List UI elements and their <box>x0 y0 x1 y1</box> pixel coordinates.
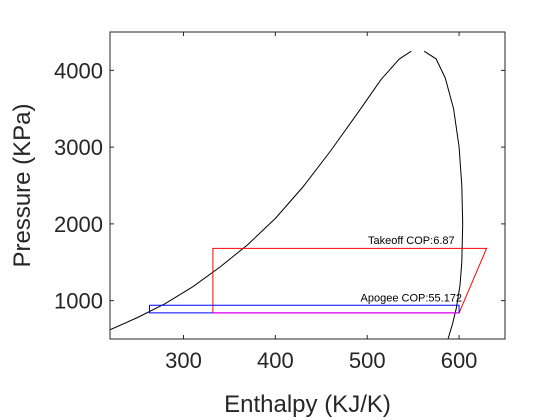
y-tick-label: 4000 <box>54 58 103 83</box>
annotation-0: Takeoff COP:6.87 <box>368 235 455 247</box>
annotation-1: Apogee COP:55.172 <box>361 292 463 304</box>
x-tick-label: 300 <box>165 348 202 373</box>
series-layer <box>110 50 488 339</box>
x-tick-label: 500 <box>349 348 386 373</box>
plot-frame <box>109 31 506 340</box>
y-axis-label: Pressure (KPa) <box>9 103 36 267</box>
y-tick-label: 2000 <box>54 212 103 237</box>
x-tick-label: 400 <box>257 348 294 373</box>
annotation-layer: Takeoff COP:6.87 Apogee COP:55.172 <box>361 235 463 304</box>
series-0-line-1 <box>423 50 464 339</box>
tick-layer: 300 400 500 600 1000 2000 3000 4000 <box>54 32 505 373</box>
x-axis-label: Enthalpy (KJ/K) <box>224 391 391 418</box>
plot-area-background <box>110 32 505 339</box>
y-tick-label: 3000 <box>54 135 103 160</box>
y-tick-label: 1000 <box>54 289 103 314</box>
series-0-line-0 <box>110 50 412 331</box>
x-tick-label: 600 <box>441 348 478 373</box>
